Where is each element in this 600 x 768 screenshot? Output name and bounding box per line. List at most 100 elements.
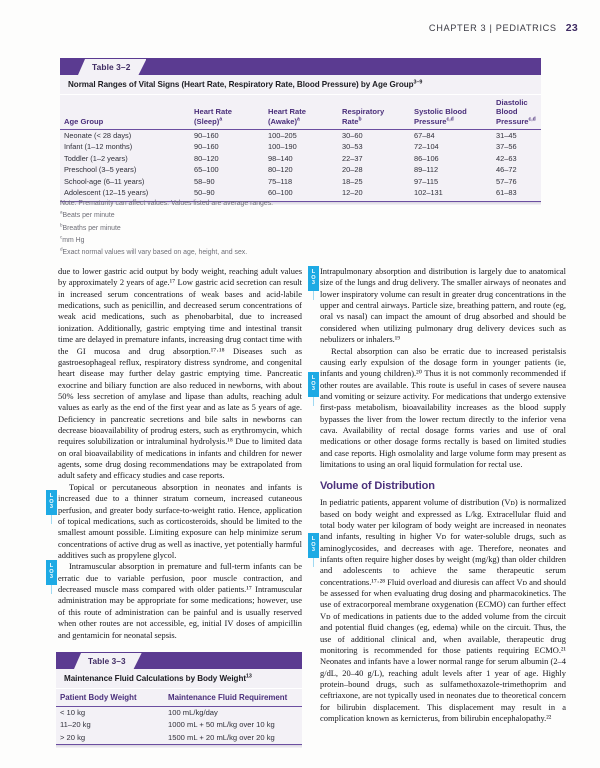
cell-age-group: Toddler (1–2 years) <box>60 152 190 165</box>
col-hr-sleep-line2: (Sleep) <box>194 116 220 126</box>
cell-dbp: 61–83 <box>492 187 541 201</box>
table-row: Preschool (3–5 years) 65–100 80–120 20–2… <box>60 164 541 176</box>
cell-sbp: 67–84 <box>410 129 492 142</box>
paragraph-rectal-absorption: Rectal absorption can also be erratic du… <box>320 345 566 470</box>
cell-body-weight: < 10 kg <box>56 706 164 719</box>
cell-dbp: 31–45 <box>492 129 541 142</box>
table-3-3-shadow <box>56 745 302 749</box>
table-3-3-tab-bar: Table 3–3 <box>56 652 302 669</box>
table-3-3-header-row: Patient Body Weight Maintenance Fluid Re… <box>56 689 302 707</box>
table-3-2-caption-superscript: 3–9 <box>413 79 423 86</box>
cell-hr-sleep: 58–90 <box>190 175 264 188</box>
col-systolic-bp: Systolic Blood Pressurec,d <box>410 95 492 130</box>
table-note-marker: d <box>60 246 63 252</box>
cell-rr: 22–37 <box>338 152 410 165</box>
table-row: < 10 kg 100 mL/kg/day <box>56 706 302 719</box>
table-3-3-tab-label: Table 3–3 <box>74 653 142 669</box>
col-dbp-line1: Diastolic Blood <box>496 98 528 117</box>
cell-hr-sleep: 65–100 <box>190 164 264 176</box>
page-number: 23 <box>565 22 578 34</box>
cell-dbp: 46–72 <box>492 164 541 176</box>
learning-objective-badge: L O 3 <box>308 266 319 300</box>
lo-badge-line-2: O <box>311 380 316 387</box>
col-rr-line2: Rate <box>342 116 359 126</box>
cell-rr: 20–28 <box>338 164 410 176</box>
cell-rr: 30–60 <box>338 129 410 142</box>
cell-fluid-requirement: 1500 mL + 20 mL/kg over 20 kg <box>164 731 302 744</box>
body-column-left: due to lower gastric acid output by body… <box>58 266 302 641</box>
lo-badge-line-3: 3 <box>311 386 316 393</box>
cell-sbp: 102–131 <box>410 187 492 201</box>
cell-hr-awake: 75–118 <box>264 175 338 188</box>
col-hr-sleep-sup: a <box>219 115 223 122</box>
table-3-2-caption: Normal Ranges of Vital Signs (Heart Rate… <box>60 75 541 95</box>
body-column-right: Intrapulmonary absorption and distributi… <box>320 266 566 724</box>
table-row: School-age (6–11 years) 58–90 75–118 18–… <box>60 175 541 188</box>
learning-objective-badge: L O 3 <box>308 533 319 567</box>
table-row: Infant (1–12 months) 90–160 100–190 30–5… <box>60 141 541 153</box>
lo-badge-line-1: L <box>49 492 54 499</box>
section-heading-volume-of-distribution: Volume of Distribution <box>320 480 435 493</box>
lo-badge-line-2: O <box>49 498 54 505</box>
table-3-3-bottom-rule <box>56 743 302 746</box>
lo-badge-line-1: L <box>311 268 316 275</box>
table-note: Note: Prematurity can affect values. Val… <box>60 198 460 210</box>
cell-age-group: Neonate (< 28 days) <box>60 129 190 142</box>
table-3-3-caption-text: Maintenance Fluid Calculations by Body W… <box>64 674 246 683</box>
table-note-marker: a <box>60 209 63 215</box>
cell-hr-awake: 60–100 <box>264 187 338 201</box>
chapter-label: CHAPTER 3 | PEDIATRICS <box>428 23 557 33</box>
table-note-text: mm Hg <box>62 236 85 244</box>
table-3-2-notes: Note: Prematurity can affect values. Val… <box>60 198 460 259</box>
col-maintenance-fluid-requirement: Maintenance Fluid Requirement <box>164 689 302 707</box>
col-heart-rate-sleep: Heart Rate (Sleep)a <box>190 95 264 130</box>
cell-age-group: School-age (6–11 years) <box>60 175 190 188</box>
lo-badge-line-1: L <box>311 535 316 542</box>
table-3-3: Table 3–3 Maintenance Fluid Calculations… <box>56 652 302 749</box>
table-row: Adolescent (12–15 years) 50–90 60–100 12… <box>60 187 541 201</box>
table-3-2-shadow <box>60 202 541 206</box>
cell-age-group: Adolescent (12–15 years) <box>60 187 190 201</box>
learning-objective-badge: L O 3 <box>46 490 57 524</box>
col-age-group: Age Group <box>60 95 190 130</box>
table-3-2-bottom-rule <box>60 200 541 203</box>
table-note-text: Breaths per minute <box>62 224 121 232</box>
table-note: aBeats per minute <box>60 210 460 222</box>
col-patient-body-weight: Patient Body Weight <box>56 689 164 707</box>
table-note-marker: b <box>60 222 63 228</box>
paragraph-topical-absorption: Topical or percutaneous absorption in ne… <box>58 481 302 560</box>
col-sbp-sup: c,d <box>446 115 454 122</box>
col-heart-rate-awake: Heart Rate (Awake)a <box>264 95 338 130</box>
col-rr-line1: Respiratory <box>342 107 385 117</box>
table-3-2-header-row: Age Group Heart Rate (Sleep)a Heart Rate(… <box>60 95 541 130</box>
lo-badge-line-1: L <box>49 562 54 569</box>
col-diastolic-bp: Diastolic Blood Pressurec,d <box>492 95 541 130</box>
table-3-3-caption-superscript: 13 <box>245 673 252 680</box>
cell-hr-awake: 98–140 <box>264 152 338 165</box>
cell-age-group: Preschool (3–5 years) <box>60 164 190 176</box>
cell-hr-awake: 100–190 <box>264 141 338 153</box>
cell-rr: 18–25 <box>338 175 410 188</box>
paragraph-volume-of-distribution: In pediatric patients, apparent volume o… <box>320 497 566 724</box>
col-hr-awake-sup: a <box>296 115 300 122</box>
cell-sbp: 86–106 <box>410 152 492 165</box>
col-hr-sleep-line1: Heart Rate <box>194 107 232 117</box>
cell-hr-sleep: 80–120 <box>190 152 264 165</box>
table-note: bBreaths per minute <box>60 222 460 235</box>
cell-dbp: 57–76 <box>492 175 541 188</box>
cell-hr-sleep: 90–160 <box>190 141 264 153</box>
paragraph-gastric-acid: due to lower gastric acid output by body… <box>58 266 302 481</box>
table-3-3-caption: Maintenance Fluid Calculations by Body W… <box>56 669 302 689</box>
cell-age-group: Infant (1–12 months) <box>60 141 190 153</box>
lo-badge-line-3: 3 <box>49 574 54 581</box>
table-note-text: Note: Prematurity can affect values. Val… <box>60 200 274 207</box>
learning-objective-badge: L O 3 <box>46 560 57 594</box>
col-sbp-line2: Pressure <box>414 116 447 126</box>
lo-badge-line-1: L <box>311 374 316 381</box>
table-note: cmm Hg <box>60 235 460 247</box>
cell-hr-awake: 100–205 <box>264 129 338 142</box>
col-dbp-line2: Pressure <box>496 116 529 126</box>
table-row: 11–20 kg 1000 mL + 50 mL/kg over 10 kg <box>56 718 302 732</box>
table-row: Toddler (1–2 years) 80–120 98–140 22–37 … <box>60 152 541 165</box>
